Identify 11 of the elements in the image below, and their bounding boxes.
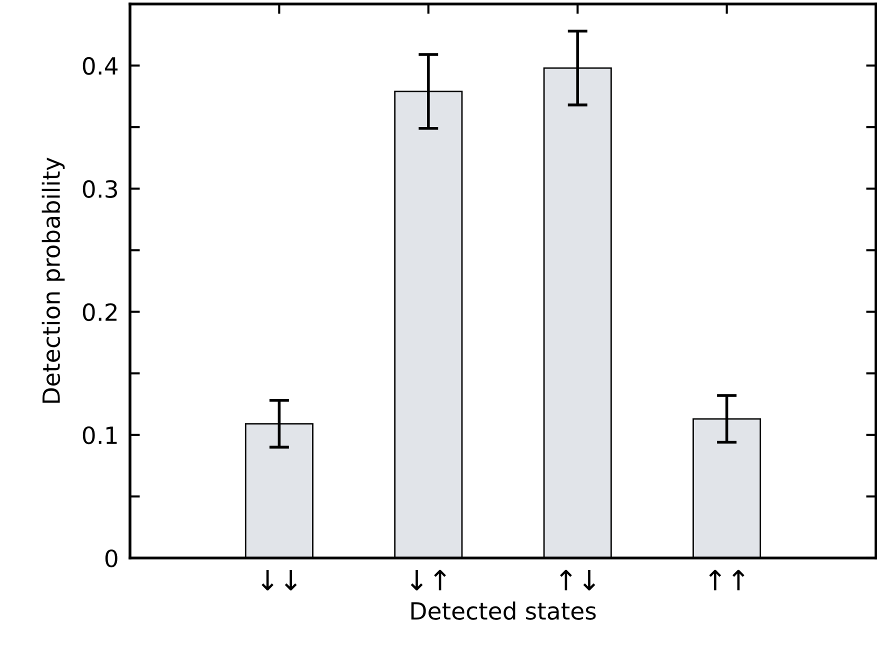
x-tick-label: ↑↓ bbox=[560, 570, 596, 590]
x-tick-label: ↑↑ bbox=[709, 570, 744, 590]
y-tick-label: 0.2 bbox=[82, 303, 117, 322]
y-tick-label: 0.1 bbox=[82, 426, 117, 444]
y-axis-title: Detection probability bbox=[42, 158, 65, 403]
y-tick-label: 0.4 bbox=[82, 57, 118, 75]
y-tick-label: 0 bbox=[105, 549, 118, 568]
y-tick-label: 0.3 bbox=[82, 180, 117, 198]
x-tick-label: ↓↓ bbox=[262, 570, 297, 590]
x-tick-label: ↓↑ bbox=[410, 570, 446, 590]
x-axis-title: Detected states bbox=[411, 602, 596, 620]
